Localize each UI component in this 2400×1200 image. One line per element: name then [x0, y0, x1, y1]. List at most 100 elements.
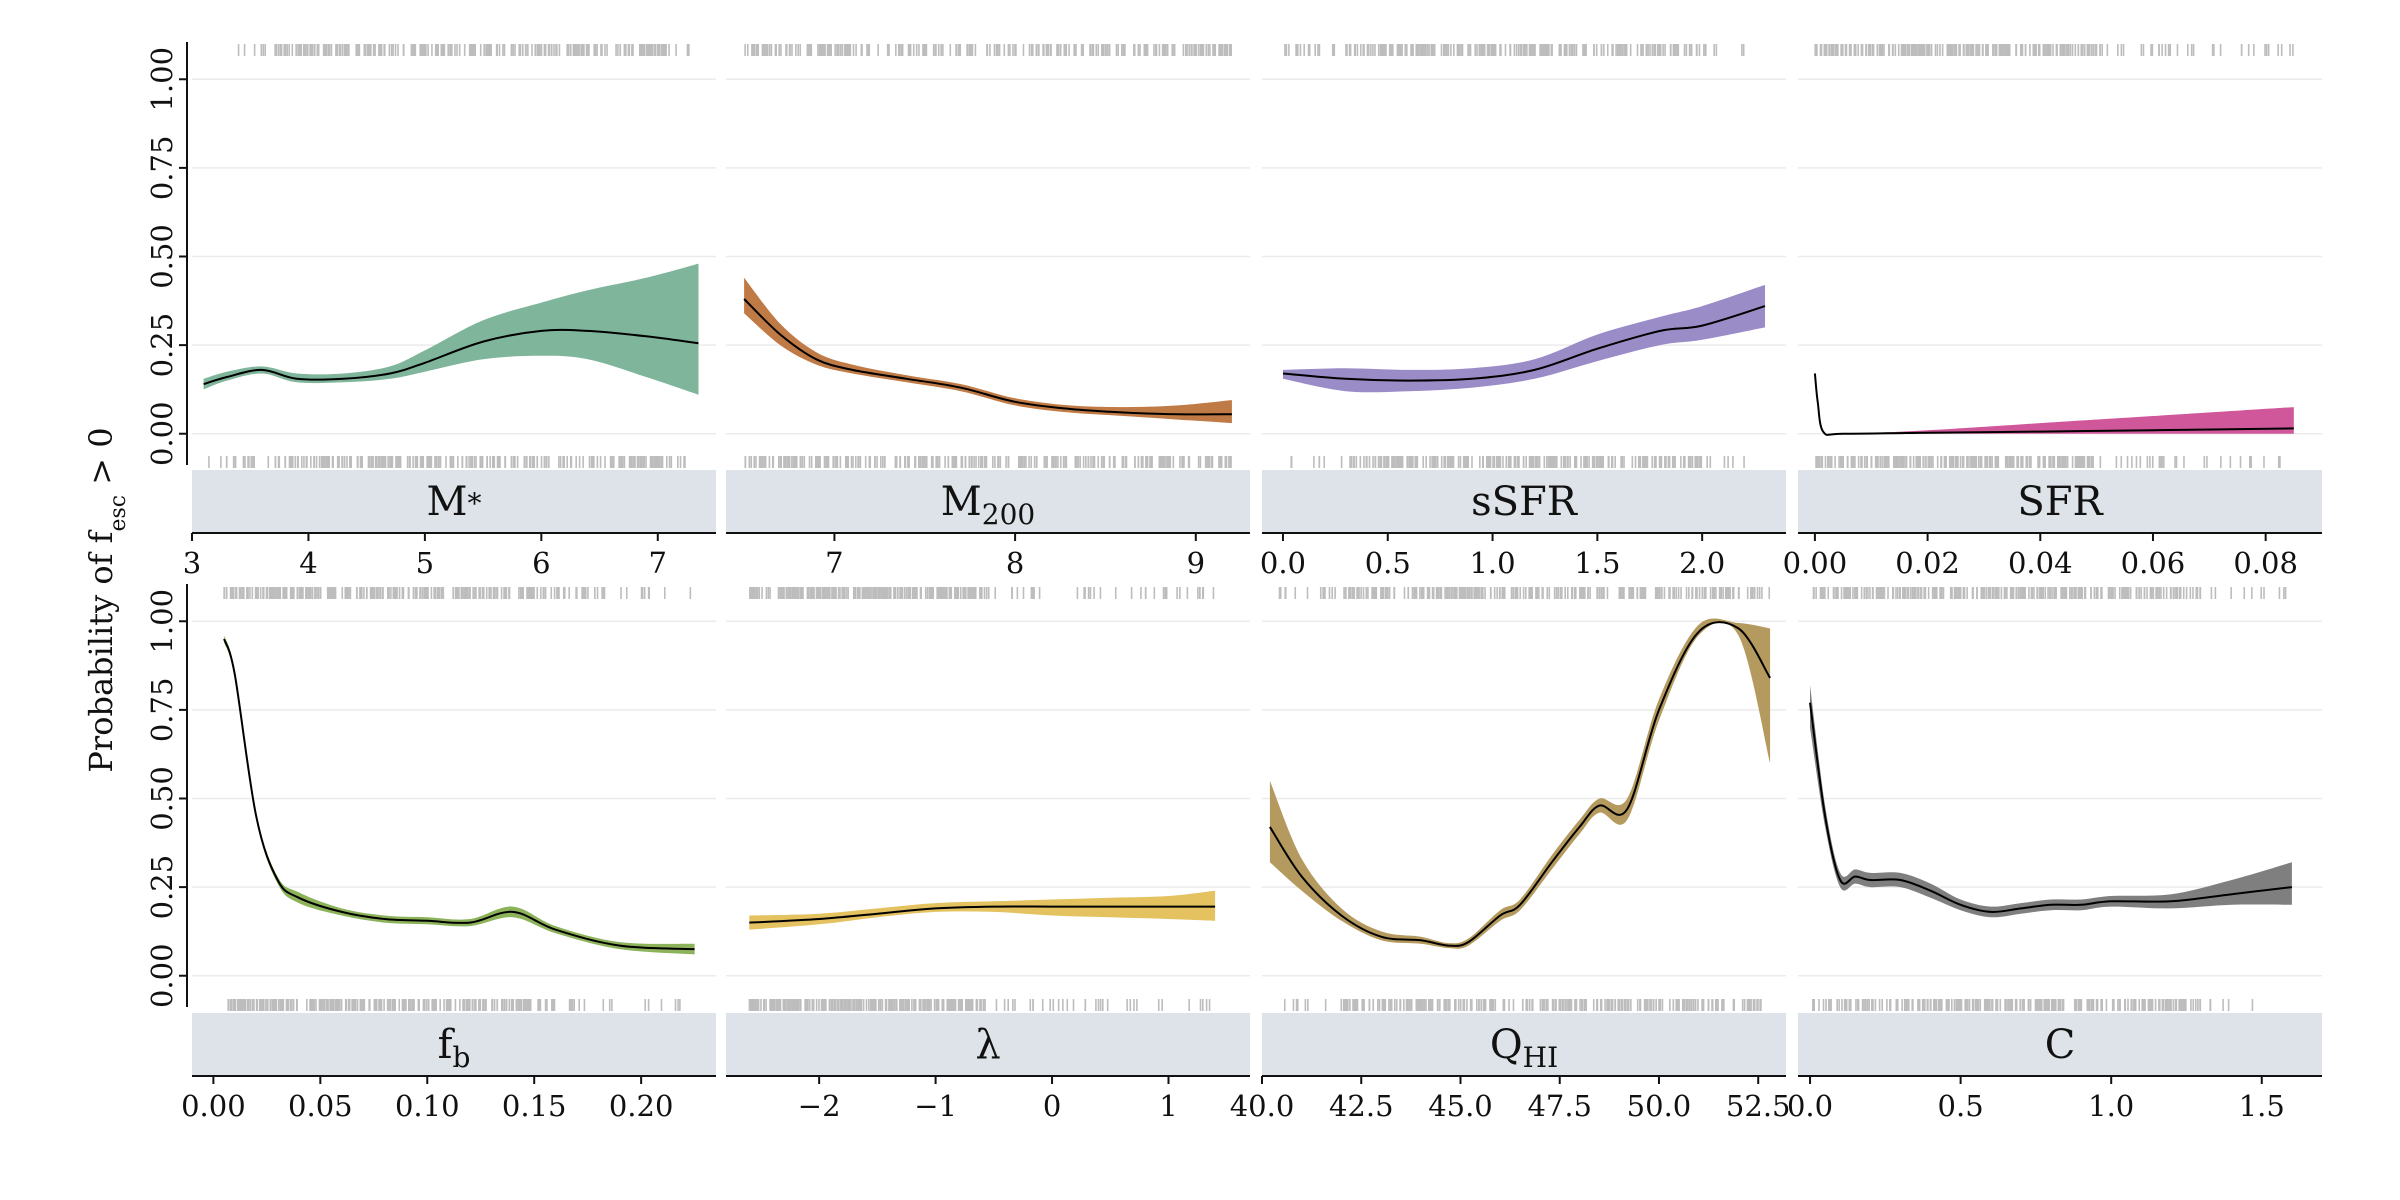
confidence-band — [749, 890, 1216, 930]
rug — [1812, 587, 2287, 1011]
x-tick-label: 1.5 — [1574, 546, 1620, 580]
x-tick-label: 3 — [183, 546, 201, 580]
y-tick-label: 0.75 — [145, 678, 179, 743]
x-tick-label: 0.05 — [288, 1089, 353, 1123]
x-tick-label: 0.00 — [1783, 546, 1848, 580]
x-tick-label: 0.06 — [2121, 546, 2186, 580]
rug — [1278, 587, 1771, 1011]
x-tick-label: 8 — [1006, 546, 1024, 580]
facet-strip — [1798, 1013, 2322, 1076]
rug — [208, 44, 690, 468]
facet-strip — [726, 470, 1250, 533]
x-tick-label: 5 — [416, 546, 434, 580]
facet-strip-label: λ — [975, 1022, 1000, 1068]
confidence-band — [203, 263, 699, 395]
x-tick-label: 6 — [532, 546, 550, 580]
y-axis-title-prefix: Probability of f — [82, 529, 120, 772]
x-tick-label: 1 — [1159, 1089, 1177, 1123]
y-tick-label: 0.00 — [145, 401, 179, 466]
y-axis-title-sub: esc — [106, 495, 131, 532]
facet-strip-label: sSFR — [1471, 479, 1579, 525]
x-tick-label: 4 — [299, 546, 317, 580]
x-tick-label: −1 — [914, 1089, 957, 1123]
mean-line — [1282, 305, 1766, 382]
confidence-band — [744, 277, 1232, 424]
confidence-band — [1810, 685, 2292, 918]
x-tick-label: 7 — [649, 546, 667, 580]
x-tick-label: 0.5 — [1938, 1089, 1984, 1123]
x-tick-label: 47.5 — [1527, 1089, 1592, 1123]
y-tick-label: 1.00 — [145, 589, 179, 654]
x-tick-label: 1.0 — [1469, 546, 1515, 580]
mean-line — [749, 905, 1216, 924]
confidence-band — [1269, 618, 1771, 949]
mean-line — [1809, 702, 2293, 913]
panel-m200: M200 7 8 9 — [726, 44, 1250, 580]
x-tick-label: 1.5 — [2239, 1089, 2285, 1123]
y-tick-label: 0.25 — [145, 855, 179, 920]
confidence-band — [1814, 371, 2294, 436]
x-tick-label: 52.5 — [1726, 1089, 1791, 1123]
facet-strip-label: C — [2045, 1022, 2076, 1068]
x-tick-label: 42.5 — [1329, 1089, 1394, 1123]
x-tick-label: −2 — [798, 1089, 841, 1123]
panel-qhi: QHI 40.0 42.5 45.0 47.5 50.0 52.5 — [1230, 587, 1791, 1123]
panel-fb: 0.00 0.25 0.50 0.75 1.00 fb 0.00 0.05 0.10 0.15 0.… — [145, 584, 716, 1123]
x-tick-label: 0.20 — [609, 1089, 674, 1123]
facet-strip-label: fb — [438, 1022, 471, 1074]
y-tick-label: 0.50 — [145, 224, 179, 289]
x-tick-label: 1.0 — [2088, 1089, 2134, 1123]
x-tick-label: 0.00 — [181, 1089, 246, 1123]
x-tick-label: 40.0 — [1230, 1089, 1295, 1123]
confidence-band — [1283, 284, 1765, 393]
x-tick-label: 0.0 — [1260, 546, 1306, 580]
confidence-band — [224, 635, 695, 955]
facet-strip-label: QHI — [1490, 1022, 1558, 1074]
facet-strip-label: M* — [427, 479, 482, 525]
facet-strip — [726, 1013, 1250, 1076]
x-tick-label: 7 — [825, 546, 843, 580]
x-tick-label: 9 — [1187, 546, 1205, 580]
y-tick-label: 0.00 — [145, 943, 179, 1008]
rug — [1814, 44, 2294, 468]
rug — [744, 44, 1233, 468]
y-tick-label: 0.25 — [145, 313, 179, 378]
panel-sfr: SFR 0.00 0.02 0.04 0.06 0.08 — [1783, 44, 2322, 580]
x-tick-label: 0.0 — [1787, 1089, 1833, 1123]
mean-line — [1813, 373, 2294, 436]
panel-m*: 0.00 0.25 0.50 0.75 1.00 M* 3 4 5 6 7 — [145, 42, 716, 580]
facet-strip — [192, 1013, 716, 1076]
rug — [748, 587, 1215, 1011]
facet-strip — [1262, 470, 1786, 533]
x-tick-label: 50.0 — [1627, 1089, 1692, 1123]
x-tick-label: 0.02 — [1895, 546, 1960, 580]
x-tick-label: 0.04 — [2008, 546, 2073, 580]
facet-strip-label: SFR — [2017, 479, 2104, 525]
x-tick-label: 0.10 — [395, 1089, 460, 1123]
facet-strip-label: M200 — [941, 479, 1035, 531]
mean-line — [743, 298, 1232, 416]
x-tick-label: 0.15 — [502, 1089, 567, 1123]
mean-line — [1269, 621, 1771, 947]
facet-strip — [1262, 1013, 1786, 1076]
panel-c: C 0.0 0.5 1.0 1.5 — [1787, 587, 2322, 1123]
rug — [1284, 44, 1745, 468]
mean-line — [203, 328, 699, 386]
rug — [223, 587, 692, 1011]
y-axis-title: Probability of fesc > 0 — [82, 427, 131, 772]
panel-lambda: λ −2 −1 0 1 — [726, 587, 1250, 1123]
mean-line — [223, 638, 695, 951]
x-tick-label: 0.08 — [2233, 546, 2298, 580]
panel-ssfr: sSFR 0.0 0.5 1.0 1.5 2.0 — [1260, 44, 1786, 580]
facet-strip — [1798, 470, 2322, 533]
x-tick-label: 0 — [1043, 1089, 1061, 1123]
x-tick-label: 45.0 — [1428, 1089, 1493, 1123]
y-axis-title-suffix: > 0 — [82, 427, 120, 495]
y-tick-label: 0.75 — [145, 136, 179, 201]
x-tick-label: 0.5 — [1365, 546, 1411, 580]
y-tick-label: 0.50 — [145, 766, 179, 831]
facet-strip — [192, 470, 716, 533]
